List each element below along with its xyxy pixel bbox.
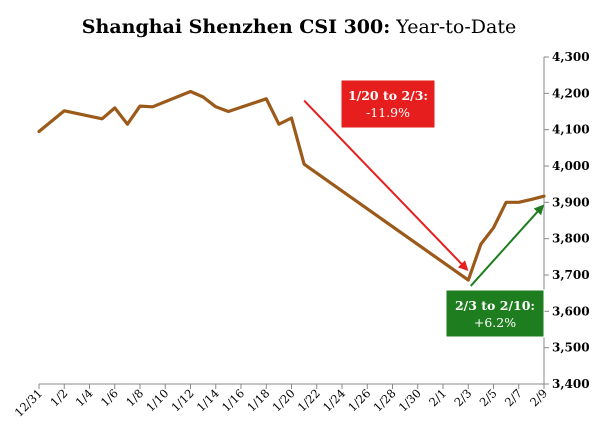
chart-title: Shanghai Shenzhen CSI 300: Year-to-Date — [82, 16, 516, 38]
axes: 3,400 3,500 3,600 3,700 3,800 3,900 4,000 4,100… — [12, 50, 590, 420]
y-tick-label: 3,700 — [552, 268, 590, 282]
y-tick-label: 4,000 — [552, 159, 590, 173]
annotation-arrow — [303, 99, 469, 271]
annotation-box — [340, 79, 436, 129]
y-tick-label: 3,600 — [552, 304, 590, 318]
x-tick-label: 2/3 — [451, 386, 474, 409]
x-tick-label: 2/5 — [477, 386, 500, 409]
x-tick-label: 1/18 — [244, 386, 272, 414]
chart-title-bold: Shanghai Shenzhen CSI 300: — [82, 16, 390, 38]
annotation-box — [445, 289, 545, 338]
series-line — [37, 89, 546, 282]
x-tick-label: 1/28 — [370, 386, 398, 414]
x-tick-label: 1/6 — [98, 386, 121, 409]
y-tick-label: 4,100 — [552, 123, 590, 137]
annotation-label-change: +6.2% — [474, 315, 516, 330]
x-tick-label: 1/24 — [320, 386, 348, 414]
y-tick-label: 3,500 — [552, 341, 590, 355]
y-tick-label: 4,200 — [552, 86, 590, 100]
x-tick-label: 1/14 — [194, 386, 222, 414]
x-tick-label: 1/30 — [396, 386, 424, 414]
annotation-label-period: 1/20 to 2/3: — [348, 88, 428, 103]
series-line-layer — [37, 89, 546, 282]
annotation-label-change: -11.9% — [366, 105, 410, 120]
x-tick-label: 1/22 — [295, 386, 323, 414]
x-tick-label: 1/2 — [47, 386, 70, 409]
x-tick-label: 1/10 — [143, 386, 171, 414]
x-tick-label: 1/26 — [345, 386, 373, 414]
y-tick-label: 3,400 — [552, 377, 590, 391]
x-tick-label: 2/9 — [527, 386, 550, 409]
y-tick-label: 3,800 — [552, 232, 590, 246]
annotation-label-period: 2/3 to 2/10: — [455, 298, 535, 313]
x-tick-label: 1/16 — [219, 386, 247, 414]
x-tick-label: 1/20 — [269, 386, 297, 414]
x-tick-label: 1/8 — [123, 386, 146, 409]
chart-title-rest: Year-to-Date — [390, 16, 516, 38]
x-tick-label: 2/1 — [426, 386, 449, 409]
x-tick-label: 2/7 — [502, 386, 525, 409]
y-tick-label: 3,900 — [552, 195, 590, 209]
annotation-arrow — [470, 204, 545, 287]
y-tick-label: 4,300 — [552, 50, 590, 64]
x-tick-label: 1/12 — [168, 386, 196, 414]
x-tick-label: 1/4 — [73, 386, 96, 409]
annotation-layer: 1/20 to 2/3: -11.9% 2/3 to 2/10: +6.2% — [303, 79, 545, 338]
x-tick-label: 12/31 — [12, 386, 45, 419]
